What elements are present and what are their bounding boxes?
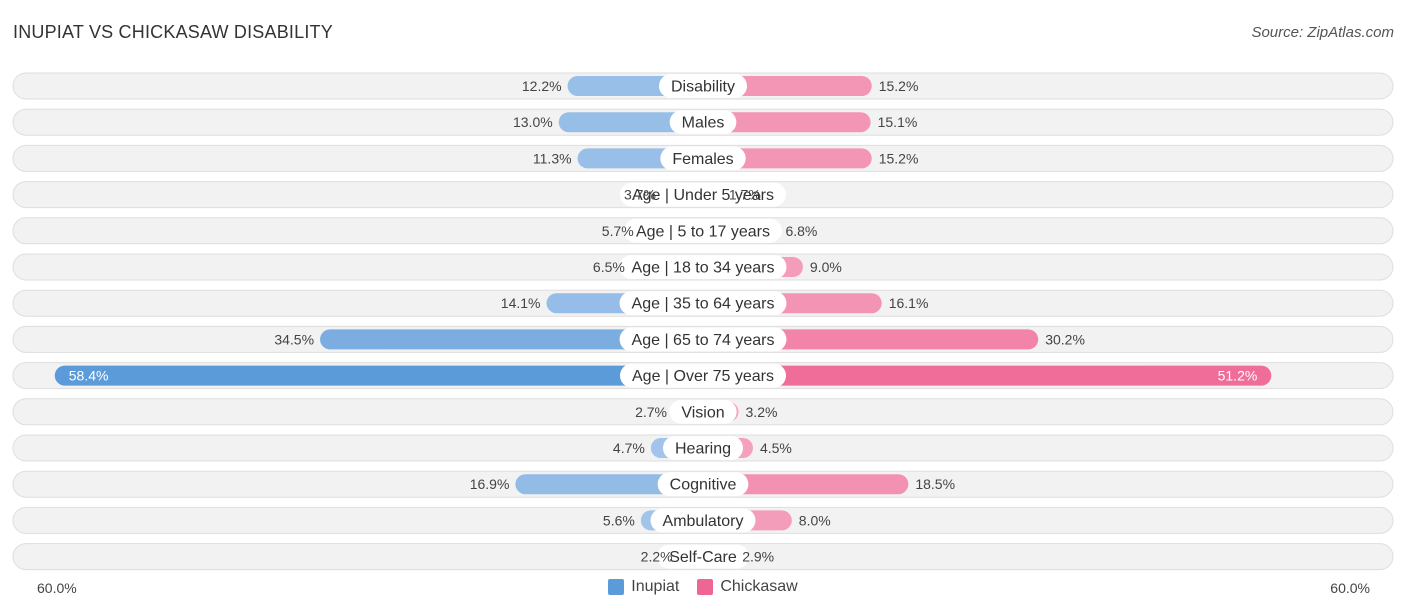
value-label-chickasaw: 2.9% [742,549,774,565]
category-label: Self-Care [669,549,737,566]
source-label: Source: ZipAtlas.com [1251,24,1394,41]
value-label-chickasaw: 1.7% [729,187,761,203]
category-pill [669,399,737,424]
category-pill [669,110,737,135]
category-pill [657,472,749,497]
value-label-chickasaw: 16.1% [889,295,929,311]
category-pill [619,327,787,352]
value-label-chickasaw: 6.8% [785,223,817,239]
axis-min-label: 60.0% [37,580,77,596]
category-label: Age | 18 to 34 years [632,260,775,277]
category-pill [619,255,787,279]
legend-item-inupiat[interactable]: Inupiat [608,578,679,596]
category-label: Females [672,151,733,168]
value-label-chickasaw: 4.5% [760,440,792,456]
value-label-inupiat: 5.7% [602,223,634,239]
value-label-inupiat: 12.2% [522,78,562,94]
category-pill [660,146,746,171]
value-label-inupiat: 16.9% [470,476,510,492]
value-label-inupiat: 13.0% [513,114,553,130]
value-label-inupiat: 58.4% [69,368,109,384]
category-label: Disability [671,79,735,96]
category-pill [658,74,748,98]
axis-max-label: 60.0% [1330,580,1370,596]
bar-inupiat [54,365,703,386]
category-pill [623,218,783,243]
category-pill [657,544,749,569]
bar-chickasaw [703,329,1039,350]
value-label-inupiat: 11.3% [533,150,572,166]
category-label: Ambulatory [663,513,744,530]
category-label: Age | Over 75 years [632,368,774,385]
category-label: Age | 5 to 17 years [636,223,770,240]
legend-swatch-chickasaw [697,579,714,595]
value-label-chickasaw: 51.2% [1218,368,1258,384]
category-pill [619,182,787,207]
value-label-inupiat: 2.7% [635,404,667,420]
value-label-inupiat: 14.1% [501,295,541,311]
value-label-inupiat: 6.5% [593,259,625,275]
value-label-chickasaw: 15.2% [879,78,919,94]
bar-inupiat [515,474,703,495]
legend-item-chickasaw[interactable]: Chickasaw [697,578,798,596]
category-label: Age | 65 to 74 years [632,332,775,349]
value-label-chickasaw: 9.0% [810,259,842,275]
value-label-inupiat: 34.5% [274,331,314,347]
value-label-inupiat: 4.7% [613,440,645,456]
value-label-chickasaw: 15.2% [879,150,919,166]
legend-label-inupiat: Inupiat [631,578,680,595]
category-pill [662,436,744,460]
bar-inupiat [558,112,703,133]
value-label-inupiat: 3.7% [624,187,656,203]
legend-label-chickasaw: Chickasaw [720,578,798,595]
value-label-chickasaw: 15.1% [878,114,918,130]
value-label-chickasaw: 3.2% [746,404,778,420]
bar-chickasaw [703,474,909,495]
legend-swatch-inupiat [608,579,625,595]
value-label-inupiat: 5.6% [603,512,635,528]
bar-chickasaw [703,112,871,133]
category-label: Hearing [675,441,731,458]
category-pill [619,291,787,316]
category-label: Males [682,115,725,132]
value-label-chickasaw: 30.2% [1045,331,1085,347]
category-pill [650,508,756,533]
legend: Inupiat Chickasaw [0,578,1406,596]
category-label: Vision [681,404,724,421]
bar-chickasaw [703,365,1272,386]
bar-inupiat [320,329,703,350]
bar-chickasaw [703,148,872,169]
value-label-inupiat: 2.2% [641,549,673,565]
value-label-chickasaw: 18.5% [915,476,955,492]
chart-title: INUPIAT VS CHICKASAW DISABILITY [13,22,333,42]
chart-plot: Disability 12.2% 15.2% Males 13.0% 15.1% Femal… [12,72,1394,571]
category-pill [620,363,786,388]
category-label: Cognitive [670,477,737,494]
value-label-chickasaw: 8.0% [799,512,831,528]
category-label: Age | Under 5 years [632,187,774,204]
category-label: Age | 35 to 64 years [632,296,775,313]
